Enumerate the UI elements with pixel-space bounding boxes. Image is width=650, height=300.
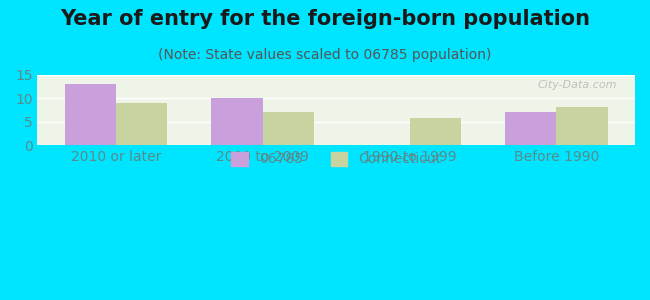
Text: (Note: State values scaled to 06785 population): (Note: State values scaled to 06785 popu… — [159, 48, 491, 62]
Text: Year of entry for the foreign-born population: Year of entry for the foreign-born popul… — [60, 9, 590, 29]
Bar — [64, 84, 116, 145]
Bar — [556, 107, 608, 145]
Bar — [410, 118, 461, 145]
Legend: 06785, Connecticut: 06785, Connecticut — [226, 146, 447, 172]
Text: City-Data.com: City-Data.com — [538, 80, 617, 90]
Bar — [211, 98, 263, 145]
Bar — [505, 112, 556, 145]
Bar — [116, 103, 168, 145]
Bar — [263, 112, 314, 145]
